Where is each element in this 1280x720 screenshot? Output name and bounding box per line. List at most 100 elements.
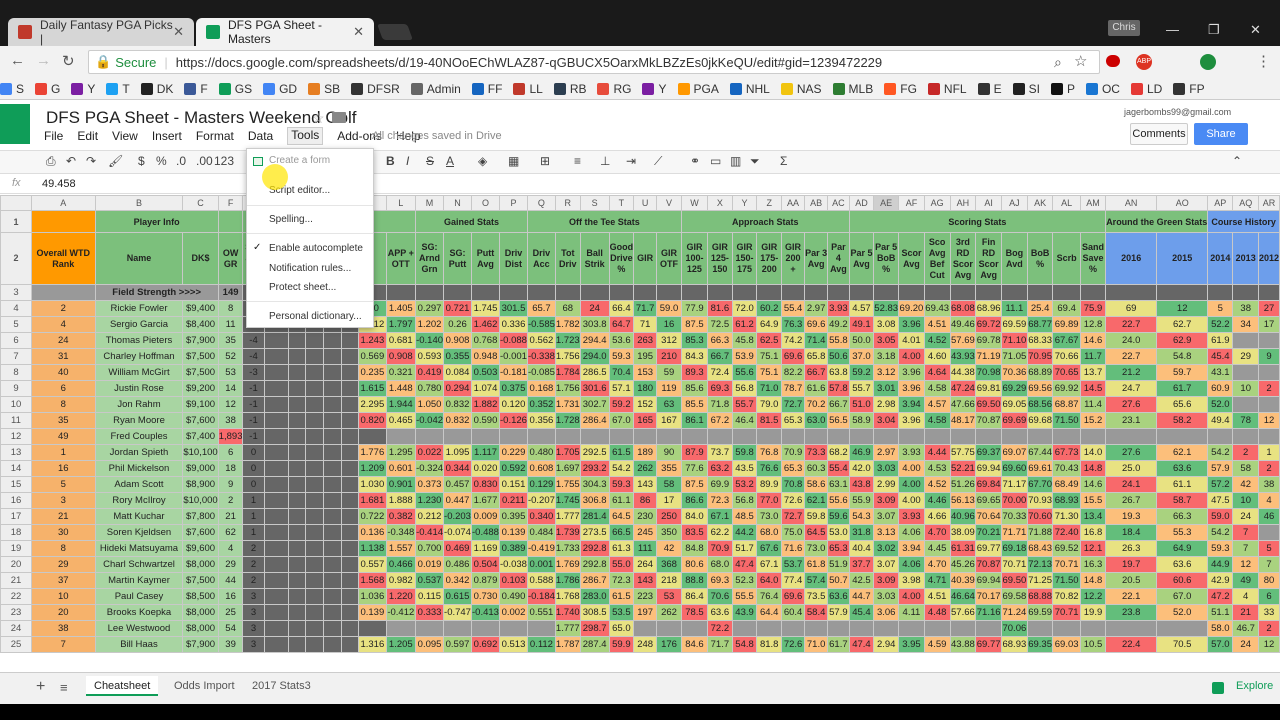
- cell[interactable]: 69.89: [1052, 316, 1081, 333]
- cell[interactable]: 0.112: [526, 636, 556, 653]
- cell[interactable]: 4.00: [898, 460, 925, 477]
- cell[interactable]: 14.5: [1079, 380, 1107, 397]
- cell[interactable]: 1.888: [385, 492, 417, 509]
- cell[interactable]: -0.140: [415, 332, 445, 349]
- cell[interactable]: [975, 428, 1003, 445]
- cell[interactable]: [949, 620, 977, 637]
- cell[interactable]: 69.92: [1052, 380, 1081, 397]
- cell[interactable]: 72.6: [781, 492, 806, 509]
- cell[interactable]: 45.4: [1207, 348, 1234, 365]
- cell[interactable]: 3.95: [898, 636, 925, 653]
- cell[interactable]: 11.1: [1001, 300, 1028, 317]
- cell[interactable]: 69.50: [1001, 572, 1028, 589]
- cell[interactable]: 46: [1257, 508, 1280, 525]
- cell-dk[interactable]: $9,400: [182, 300, 219, 317]
- cell[interactable]: 1.677: [471, 492, 500, 509]
- cell[interactable]: [287, 444, 307, 461]
- column-header[interactable]: AJ: [1001, 195, 1028, 211]
- cell[interactable]: [340, 604, 360, 621]
- cell[interactable]: 3.96: [898, 380, 925, 397]
- cell[interactable]: [340, 396, 360, 413]
- cell[interactable]: 57.75: [949, 444, 977, 461]
- cell[interactable]: 72.6: [781, 636, 806, 653]
- cell[interactable]: 223: [633, 588, 658, 605]
- cell[interactable]: 52.21: [949, 460, 977, 477]
- cell[interactable]: -0.488: [471, 524, 500, 541]
- cell-sc[interactable]: -1: [242, 396, 265, 413]
- cell[interactable]: [305, 460, 324, 477]
- cell-dk[interactable]: $7,600: [182, 412, 219, 429]
- cell[interactable]: [633, 428, 658, 445]
- reload-icon[interactable]: ↻: [62, 53, 75, 70]
- cell-ow[interactable]: 44: [217, 572, 244, 589]
- cell-name[interactable]: Brooks Koepka: [94, 604, 184, 621]
- cell[interactable]: 34: [1232, 316, 1259, 333]
- column-header[interactable]: P: [498, 195, 528, 211]
- cell[interactable]: 59.9: [608, 636, 635, 653]
- cell[interactable]: [848, 620, 875, 637]
- bookmark-item[interactable]: GD: [263, 82, 297, 96]
- cell[interactable]: 22.7: [1105, 348, 1158, 365]
- cell[interactable]: 1.944: [385, 396, 417, 413]
- cell[interactable]: 1.316: [358, 636, 387, 653]
- cell[interactable]: 55.7: [848, 380, 875, 397]
- cell[interactable]: 81.6: [707, 300, 733, 317]
- cell[interactable]: [322, 476, 342, 493]
- cell[interactable]: 70.9: [707, 540, 733, 557]
- adblock-icon[interactable]: ABP: [1136, 54, 1152, 70]
- cell[interactable]: 10: [1232, 492, 1259, 509]
- cell[interactable]: -0.088: [498, 332, 528, 349]
- cell[interactable]: [707, 428, 733, 445]
- cell[interactable]: 69.6: [781, 588, 806, 605]
- menu-edit[interactable]: Edit: [77, 129, 99, 143]
- cell[interactable]: 61.7: [827, 636, 850, 653]
- cell[interactable]: [305, 524, 324, 541]
- cell[interactable]: [848, 284, 875, 301]
- cell[interactable]: [305, 428, 324, 445]
- cell[interactable]: 0.129: [526, 476, 556, 493]
- cell[interactable]: 50.0: [848, 332, 875, 349]
- row-header[interactable]: 6: [0, 332, 32, 349]
- row-header[interactable]: 16: [0, 492, 32, 509]
- cell[interactable]: 4.00: [898, 348, 925, 365]
- cell-name[interactable]: William McGirt: [94, 364, 184, 381]
- print-icon[interactable]: ⎙: [46, 154, 56, 168]
- cell[interactable]: [263, 460, 289, 477]
- row-header[interactable]: 25: [0, 636, 32, 653]
- cell[interactable]: 71.7: [633, 300, 658, 317]
- cell[interactable]: 69.84: [975, 476, 1003, 493]
- cell[interactable]: [873, 620, 900, 637]
- cell[interactable]: 73.5: [804, 588, 829, 605]
- cell[interactable]: [322, 348, 342, 365]
- cell[interactable]: 78: [1232, 412, 1259, 429]
- cell[interactable]: 90: [656, 444, 682, 461]
- cell[interactable]: 292.8: [579, 556, 610, 573]
- cell-rank[interactable]: 30: [30, 524, 96, 541]
- bookmark-item[interactable]: FG: [884, 82, 917, 96]
- cell[interactable]: 49.2: [827, 316, 850, 333]
- cell[interactable]: 1.074: [471, 380, 500, 397]
- cell[interactable]: [263, 364, 289, 381]
- cell[interactable]: [975, 284, 1003, 301]
- cell[interactable]: [322, 620, 342, 637]
- cell[interactable]: 167: [656, 412, 682, 429]
- cell[interactable]: 69.56: [1026, 380, 1054, 397]
- cell[interactable]: 67.1: [756, 556, 783, 573]
- cell[interactable]: 1.117: [471, 444, 500, 461]
- cell[interactable]: 72.0: [731, 300, 758, 317]
- forward-icon[interactable]: →: [36, 52, 51, 69]
- account-email[interactable]: jagerbombs99@gmail.com: [1124, 107, 1232, 117]
- cell[interactable]: 86.4: [680, 588, 709, 605]
- cell[interactable]: 40.39: [949, 572, 977, 589]
- cell[interactable]: 21: [1232, 604, 1259, 621]
- cell[interactable]: 47.24: [949, 380, 977, 397]
- cell[interactable]: 64.5: [804, 524, 829, 541]
- cell[interactable]: 4.00: [898, 492, 925, 509]
- cell[interactable]: [263, 620, 289, 637]
- row-header[interactable]: 24: [0, 620, 32, 637]
- cell[interactable]: 4.58: [923, 412, 951, 429]
- cell[interactable]: 21.2: [1105, 364, 1158, 381]
- cell[interactable]: 60.6: [1156, 572, 1209, 589]
- cell[interactable]: [1052, 428, 1081, 445]
- row-header[interactable]: 9: [0, 380, 32, 397]
